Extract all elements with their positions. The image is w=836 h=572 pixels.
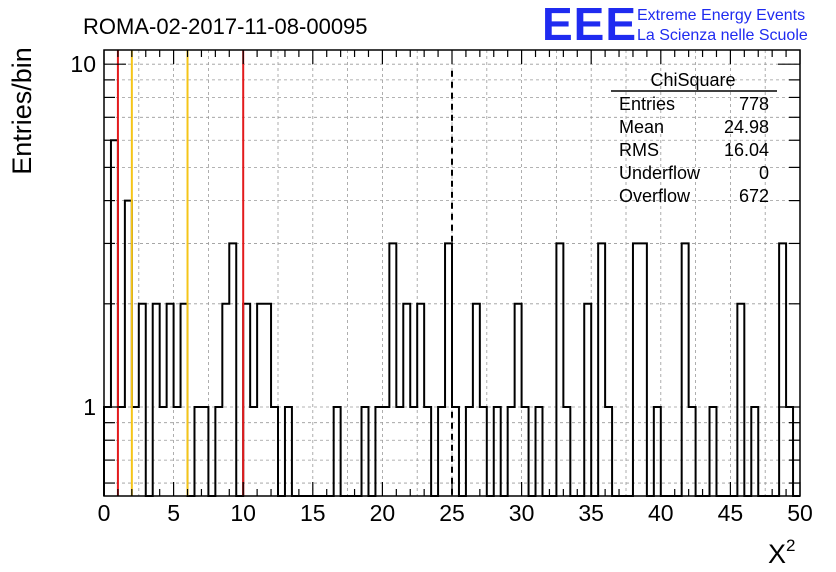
stats-label: Entries [619, 94, 675, 114]
stats-value: 24.98 [724, 117, 769, 137]
x-tick-label: 45 [718, 500, 744, 526]
stats-label: Overflow [619, 186, 691, 206]
stats-rows: Entries 778 Mean 24.98 RMS 16.04 Underflow 0 Ove… [619, 94, 769, 206]
stats-value: 778 [739, 94, 769, 114]
x-tick-label: 50 [787, 500, 813, 526]
stats-value: 0 [759, 163, 769, 183]
x-tick-label: 20 [370, 500, 396, 526]
x-tick-label: 10 [230, 500, 256, 526]
stats-value: 16.04 [724, 140, 769, 160]
stats-box: ChiSquare Entries 778 Mean 24.98 RMS 16.04 Und… [611, 70, 777, 206]
x-axis-title-base: X [768, 539, 786, 569]
x-tick-label: 15 [300, 500, 326, 526]
y-tick-label: 1 [83, 394, 96, 420]
stats-label: Underflow [619, 163, 701, 183]
stats-value: 672 [739, 186, 769, 206]
x-tick-label: 25 [439, 500, 465, 526]
x-tick-label: 35 [578, 500, 604, 526]
x-tick-label: 5 [167, 500, 180, 526]
x-tick-label: 30 [509, 500, 535, 526]
y-tick-labels: 1 10 [70, 51, 96, 420]
x-tick-label: 0 [98, 500, 111, 526]
x-tick-labels: 0 5 10 15 20 25 30 35 40 45 50 [98, 500, 813, 526]
y-axis-title: Entries/bin [7, 47, 37, 175]
threshold-lines [116, 50, 453, 496]
stats-label: Mean [619, 117, 664, 137]
x-axis-title: X2 [768, 536, 795, 569]
x-axis-title-superscript: 2 [786, 536, 795, 555]
x-tick-label: 40 [648, 500, 674, 526]
chart-title: ROMA-02-2017-11-08-00095 [83, 14, 368, 39]
stats-title: ChiSquare [650, 70, 735, 90]
axis-ticks [103, 50, 801, 496]
y-tick-label: 10 [70, 51, 96, 77]
stats-label: RMS [619, 140, 659, 160]
logo-caption-line1: Extreme Energy Events [637, 7, 805, 24]
logo-caption-line2: La Scienza nelle Scuole [637, 27, 808, 44]
eee-logo: EEE [542, 0, 637, 50]
